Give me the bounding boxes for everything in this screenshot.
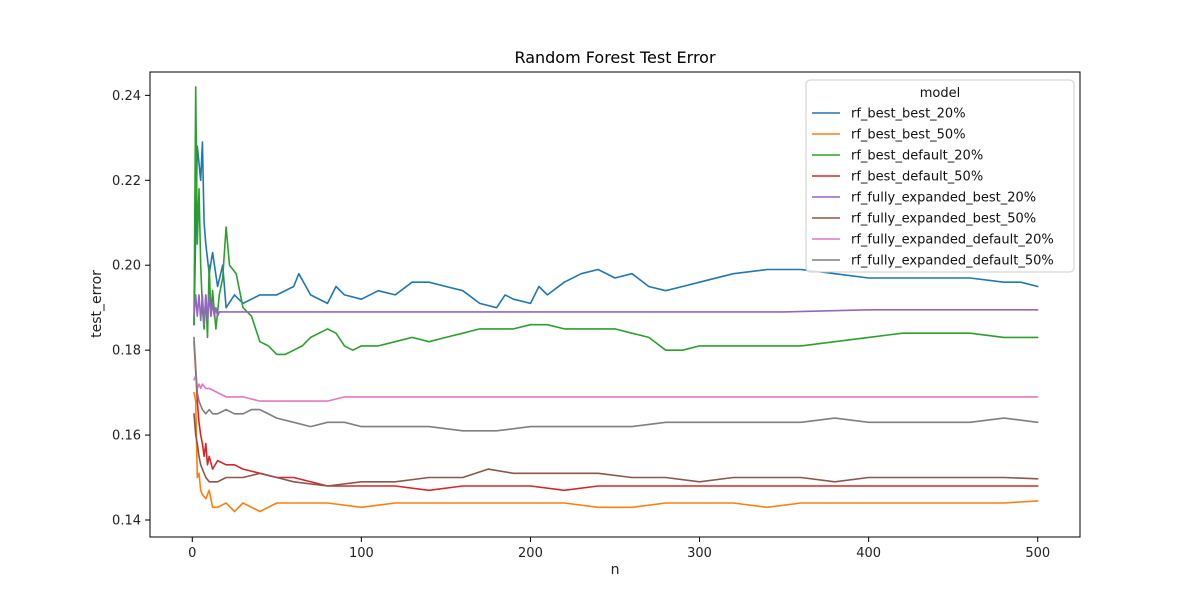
legend-items: rf_best_best_20% rf_best_best_50% rf_best_… xyxy=(812,107,1054,269)
y-tick-label: 0.16 xyxy=(112,429,141,444)
y-tick-label: 0.14 xyxy=(112,514,141,529)
legend-item: rf_best_best_20% xyxy=(812,107,966,122)
legend-item: rf_fully_expanded_default_20% xyxy=(812,233,1054,248)
series-line-4 xyxy=(193,294,1039,326)
legend-label: rf_best_default_50% xyxy=(851,170,983,185)
x-tick-label: 300 xyxy=(687,546,712,561)
series-line-1 xyxy=(193,391,1039,513)
x-tick-label: 0 xyxy=(188,546,196,561)
y-tick-label: 0.18 xyxy=(112,344,141,359)
legend-label: rf_best_best_20% xyxy=(851,107,966,122)
x-tick-label: 500 xyxy=(1025,546,1050,561)
legend-item: rf_fully_expanded_best_20% xyxy=(812,191,1036,206)
y-tick-label: 0.22 xyxy=(112,174,141,189)
y-axis: 0.14 0.16 0.18 0.20 0.22 0.24 xyxy=(112,89,150,529)
plot-area xyxy=(149,71,1081,538)
legend-box xyxy=(805,79,1075,273)
legend-label: rf_fully_expanded_default_50% xyxy=(851,254,1054,269)
legend-label: rf_best_best_50% xyxy=(851,128,966,143)
legend-item: rf_best_default_20% xyxy=(812,149,983,164)
legend-label: rf_fully_expanded_default_20% xyxy=(851,233,1054,248)
x-axis-label: n xyxy=(611,562,620,578)
series-line-6 xyxy=(193,374,1039,402)
legend-item: rf_fully_expanded_best_50% xyxy=(812,212,1036,227)
series-line-0 xyxy=(193,141,1039,326)
chart-title: Random Forest Test Error xyxy=(514,48,716,67)
series-line-2 xyxy=(193,86,1039,356)
x-tick-label: 400 xyxy=(856,546,881,561)
legend-label: rf_fully_expanded_best_20% xyxy=(851,191,1036,206)
series-line-5 xyxy=(193,412,1039,487)
series-line-7 xyxy=(193,336,1039,432)
y-axis-label: test_error xyxy=(89,270,105,338)
series-line-3 xyxy=(193,340,1039,492)
legend-label: rf_best_default_20% xyxy=(851,149,983,164)
y-tick-label: 0.20 xyxy=(112,259,141,274)
x-tick-label: 100 xyxy=(349,546,374,561)
y-tick-label: 0.24 xyxy=(112,89,141,104)
legend-item: rf_fully_expanded_default_50% xyxy=(812,254,1054,269)
legend-label: rf_fully_expanded_best_50% xyxy=(851,212,1036,227)
series-group xyxy=(193,86,1039,513)
legend-item: rf_best_default_50% xyxy=(812,170,983,185)
x-axis: 0 100 200 300 400 500 xyxy=(188,537,1050,561)
x-tick-label: 200 xyxy=(518,546,543,561)
legend-title: model xyxy=(920,86,960,101)
legend-item: rf_best_best_50% xyxy=(812,128,966,143)
legend: model rf_best_best_20%rf_best_best_50%rf… xyxy=(805,79,1075,273)
plot-frame xyxy=(149,71,1081,538)
